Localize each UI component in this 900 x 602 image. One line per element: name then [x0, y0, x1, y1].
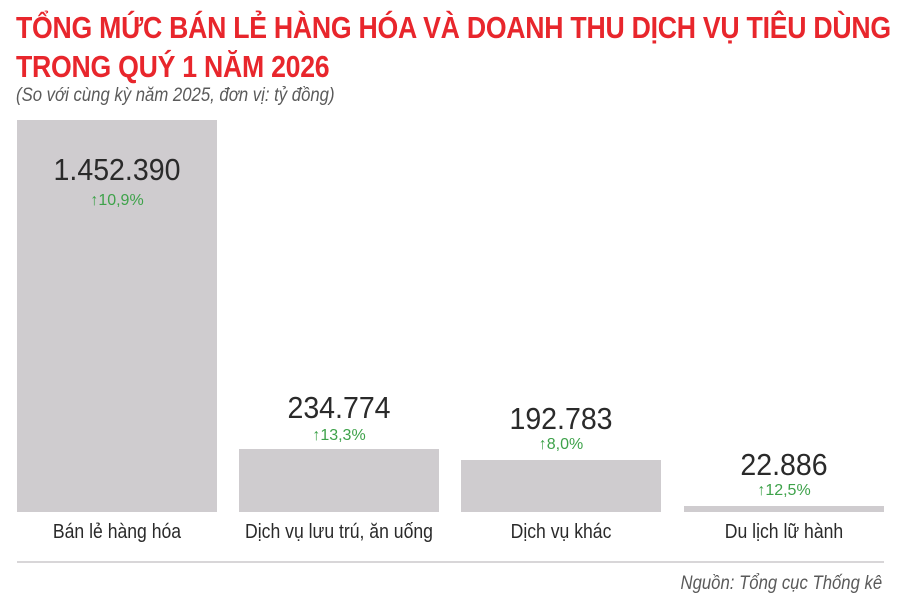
- category-label: Dịch vụ khác: [510, 521, 612, 543]
- bar-ban-le-hang-hoa: [17, 120, 217, 512]
- bar-dich-vu-luu-tru-an-uong: [239, 449, 439, 512]
- bar-value: 234.774: [287, 390, 391, 425]
- bar-du-lich-lu-hanh: [684, 506, 884, 512]
- bar-change: ↑12,5%: [757, 482, 811, 499]
- chart-subtitle: (So với cùng kỳ năm 2025, đơn vị: tỷ đồn…: [16, 85, 335, 106]
- bar-change: ↑13,3%: [312, 427, 366, 444]
- footer-divider: [17, 561, 884, 563]
- bar-value: 22.886: [740, 447, 828, 482]
- chart-title: TỔNG MỨC BÁN LẺ HÀNG HÓA VÀ DOANH THU DỊ…: [16, 8, 891, 86]
- category-label: Dịch vụ lưu trú, ăn uống: [245, 521, 433, 543]
- category-label: Bán lẻ hàng hóa: [52, 521, 182, 543]
- chart-title-line2: TRONG QUÝ 1 NĂM 2026: [16, 49, 330, 84]
- bar-dich-vu-khac: [461, 460, 661, 512]
- source-note: Nguồn: Tổng cục Thống kê: [680, 573, 882, 594]
- bar-change: ↑8,0%: [538, 436, 584, 453]
- bar-value: 1.452.390: [53, 152, 181, 187]
- chart-title-line1: TỔNG MỨC BÁN LẺ HÀNG HÓA VÀ DOANH THU DỊ…: [16, 10, 891, 45]
- bar-change: ↑10,9%: [90, 192, 144, 209]
- bar-value: 192.783: [509, 401, 613, 436]
- category-label: Du lịch lữ hành: [724, 521, 844, 543]
